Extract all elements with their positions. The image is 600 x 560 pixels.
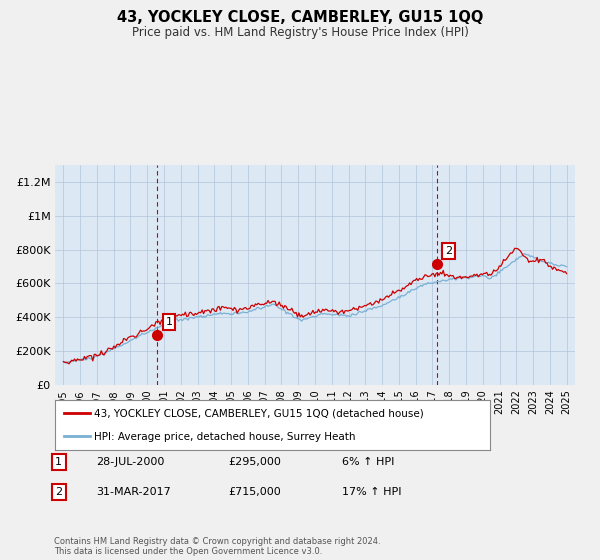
- Text: 2: 2: [55, 487, 62, 497]
- Text: £295,000: £295,000: [228, 457, 281, 467]
- Text: 28-JUL-2000: 28-JUL-2000: [96, 457, 164, 467]
- Text: 1: 1: [166, 317, 172, 327]
- Text: 6% ↑ HPI: 6% ↑ HPI: [342, 457, 394, 467]
- Text: 31-MAR-2017: 31-MAR-2017: [96, 487, 171, 497]
- Text: Contains HM Land Registry data © Crown copyright and database right 2024.
This d: Contains HM Land Registry data © Crown c…: [54, 536, 380, 556]
- Text: HPI: Average price, detached house, Surrey Heath: HPI: Average price, detached house, Surr…: [94, 432, 356, 442]
- Text: Price paid vs. HM Land Registry's House Price Index (HPI): Price paid vs. HM Land Registry's House …: [131, 26, 469, 39]
- Text: 1: 1: [55, 457, 62, 467]
- Text: 43, YOCKLEY CLOSE, CAMBERLEY, GU15 1QQ: 43, YOCKLEY CLOSE, CAMBERLEY, GU15 1QQ: [117, 10, 483, 25]
- Text: 17% ↑ HPI: 17% ↑ HPI: [342, 487, 401, 497]
- Text: £715,000: £715,000: [228, 487, 281, 497]
- Text: 2: 2: [445, 246, 452, 256]
- Text: 43, YOCKLEY CLOSE, CAMBERLEY, GU15 1QQ (detached house): 43, YOCKLEY CLOSE, CAMBERLEY, GU15 1QQ (…: [94, 409, 424, 419]
